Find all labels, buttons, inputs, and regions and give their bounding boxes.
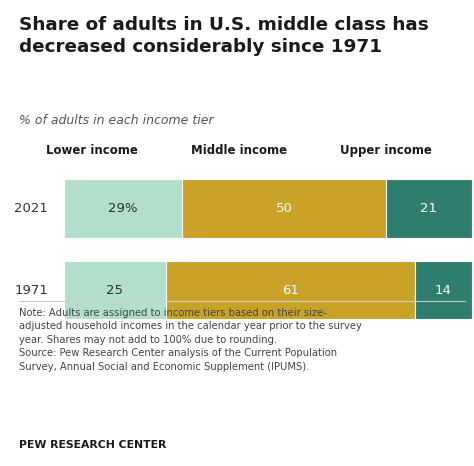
Text: 14: 14 xyxy=(435,284,452,296)
Bar xyxy=(415,261,472,319)
Bar xyxy=(64,261,166,319)
Text: PEW RESEARCH CENTER: PEW RESEARCH CENTER xyxy=(19,440,166,450)
Text: % of adults in each income tier: % of adults in each income tier xyxy=(19,114,214,127)
Bar xyxy=(64,179,182,238)
Text: Lower income: Lower income xyxy=(46,144,138,158)
Text: 2021: 2021 xyxy=(14,202,48,215)
Text: Note: Adults are assigned to income tiers based on their size-
adjusted househol: Note: Adults are assigned to income tier… xyxy=(19,308,362,372)
Text: Upper income: Upper income xyxy=(340,144,432,158)
Text: 61: 61 xyxy=(282,284,299,296)
Text: 1971: 1971 xyxy=(14,284,48,296)
Bar xyxy=(386,179,472,238)
Text: Share of adults in U.S. middle class has
decreased considerably since 1971: Share of adults in U.S. middle class has… xyxy=(19,16,428,56)
Text: 25: 25 xyxy=(107,284,123,296)
Text: 50: 50 xyxy=(276,202,292,215)
Text: 21: 21 xyxy=(420,202,438,215)
Bar xyxy=(182,179,386,238)
Bar xyxy=(166,261,415,319)
Text: Middle income: Middle income xyxy=(191,144,287,158)
Text: 29%: 29% xyxy=(109,202,138,215)
